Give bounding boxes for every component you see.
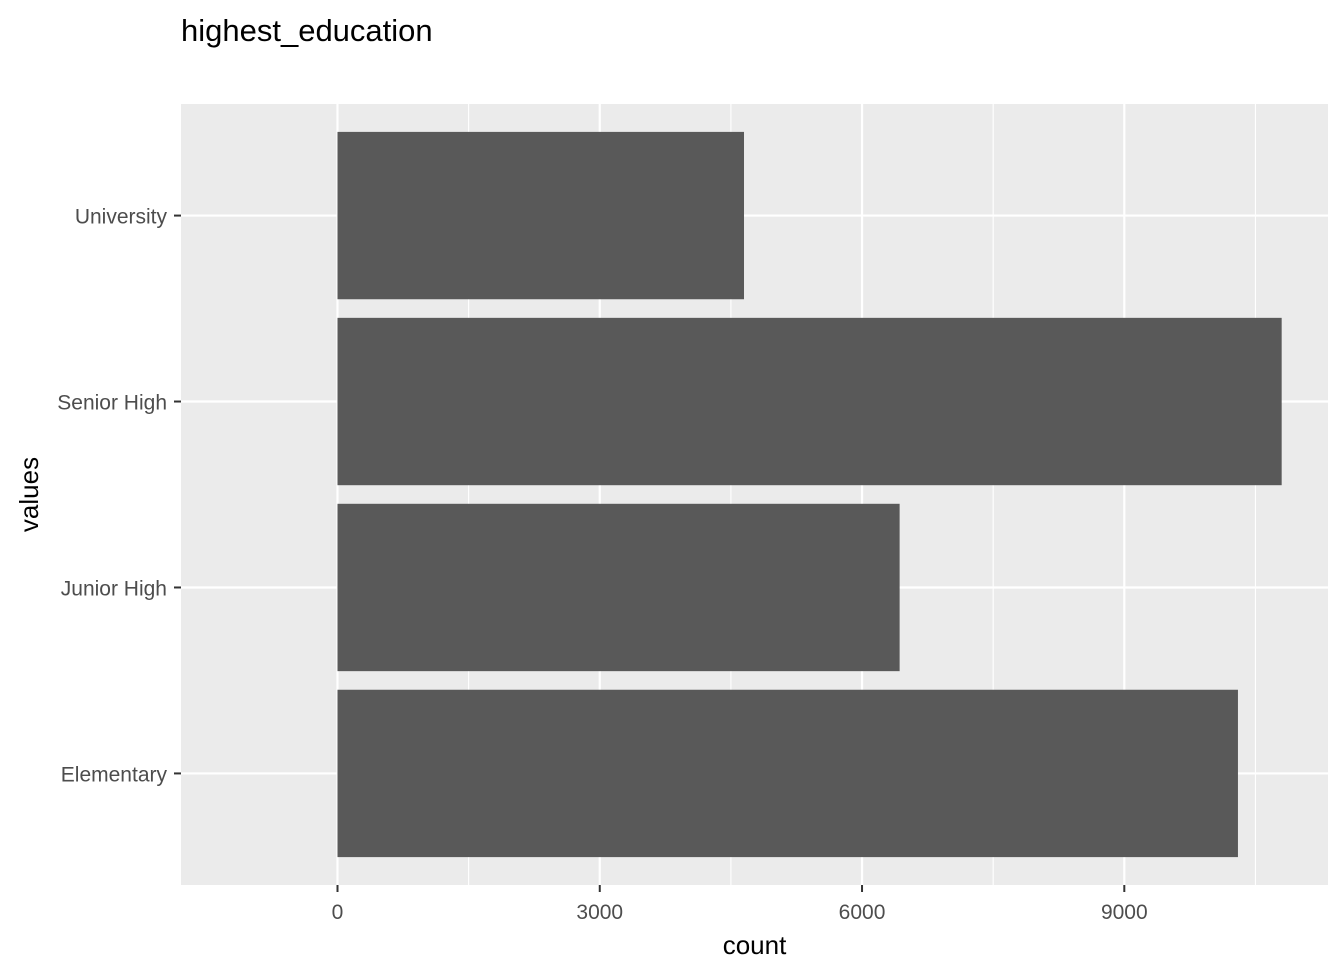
y-tick-label: Elementary xyxy=(61,763,168,786)
bar-elementary xyxy=(337,689,1238,858)
x-tick-label: 3000 xyxy=(576,901,623,924)
x-tick-label: 9000 xyxy=(1101,901,1148,924)
y-axis-title: values xyxy=(14,457,44,532)
chart-title: highest_education xyxy=(181,13,433,48)
bar-university xyxy=(337,131,745,300)
y-tick-label: University xyxy=(75,206,168,229)
bars xyxy=(337,131,1282,858)
bar-junior-high xyxy=(337,503,900,672)
bar-senior-high xyxy=(337,317,1282,486)
x-tick-label: 0 xyxy=(332,901,344,924)
y-tick-label: Junior High xyxy=(61,577,167,600)
x-axis: 0 3000 6000 9000 xyxy=(332,885,1148,924)
x-tick-label: 6000 xyxy=(839,901,886,924)
x-axis-title: count xyxy=(723,930,787,960)
y-tick-label: Senior High xyxy=(57,392,167,415)
y-axis: Elementary Junior High Senior High Universi… xyxy=(57,206,181,786)
